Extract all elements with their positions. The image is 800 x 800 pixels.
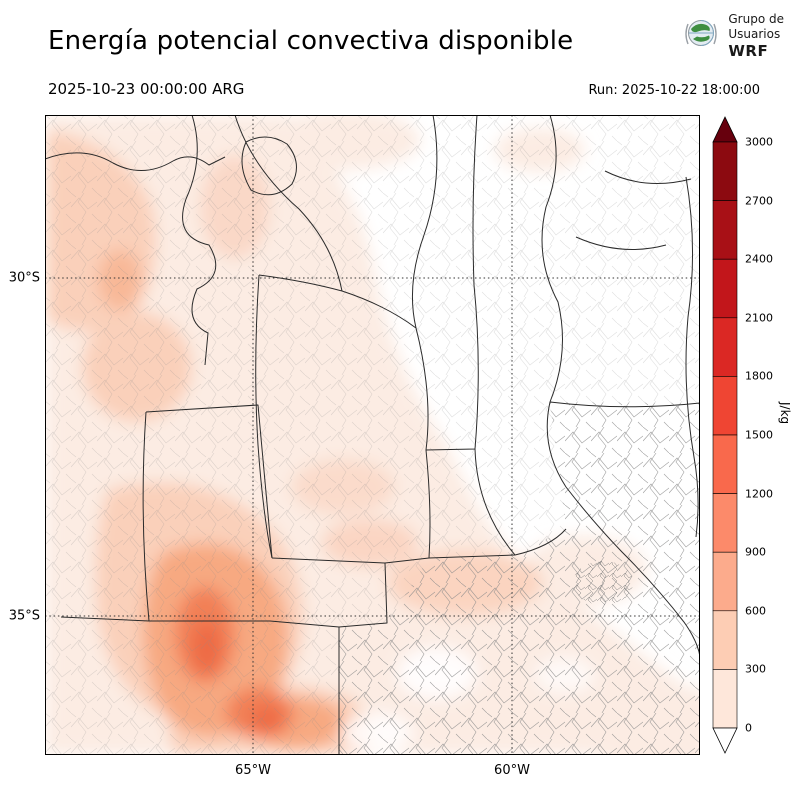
colorbar-segment [712, 610, 738, 670]
province-boundaries [45, 115, 700, 755]
colorbar-tick-label: 2700 [745, 194, 773, 208]
x-tick-60w: 60°W [494, 763, 530, 778]
gridlines [45, 115, 700, 755]
department-boundaries [45, 115, 700, 755]
colorbar-segment [712, 434, 738, 494]
map-panel [45, 115, 700, 755]
colorbar-segment [712, 551, 738, 612]
colorbar-segment [712, 317, 738, 377]
colorbar-tick-label: 1200 [745, 487, 773, 501]
logo-line-2: Usuarios [728, 27, 781, 41]
logo-line-1: Grupo de [728, 12, 784, 26]
colorbar-tick-label: 0 [745, 721, 752, 735]
colorbar-segment [712, 141, 738, 201]
run-time-label: Run: 2025-10-22 18:00:00 [588, 83, 760, 98]
y-tick-35s: 35°S [8, 608, 40, 624]
colorbar-segment [712, 376, 738, 436]
globe-icon [682, 15, 720, 57]
colorbar-segment [712, 116, 738, 143]
colorbar-segment [712, 493, 738, 553]
colorbar-segment [712, 727, 738, 754]
colorbar-unit-label: J/kg [778, 402, 792, 425]
map-frame [45, 115, 700, 755]
colorbar [712, 116, 738, 754]
colorbar-segment [712, 258, 738, 319]
colorbar-tick-label: 1800 [745, 369, 773, 383]
colorbar-segment [712, 200, 738, 260]
logo-text: Grupo de Usuarios WRF [728, 12, 784, 61]
wrf-logo: Grupo de Usuarios WRF [682, 12, 784, 61]
colorbar-tick-label: 300 [745, 662, 766, 676]
colorbar-tick-label: 2400 [745, 252, 773, 266]
map-canvas [45, 115, 700, 755]
valid-time-label: 2025-10-23 00:00:00 ARG [48, 80, 245, 98]
y-tick-30s: 30°S [8, 270, 40, 286]
logo-line-3: WRF [728, 42, 769, 60]
colorbar-tick-label: 900 [745, 545, 766, 559]
colorbar-segment [712, 669, 738, 729]
x-tick-65w: 65°W [235, 763, 271, 778]
colorbar-tick-label: 600 [745, 604, 766, 618]
colorbar-tick-label: 1500 [745, 428, 773, 442]
colorbar-tick-label: 2100 [745, 311, 773, 325]
colorbar-tick-label: 3000 [745, 135, 773, 149]
page-title: Energía potencial convectiva disponible [48, 26, 574, 56]
colorbar-ticks: 3000 2700 2400 2100 1800 1500 1200 900 600 300 0 [745, 116, 787, 754]
